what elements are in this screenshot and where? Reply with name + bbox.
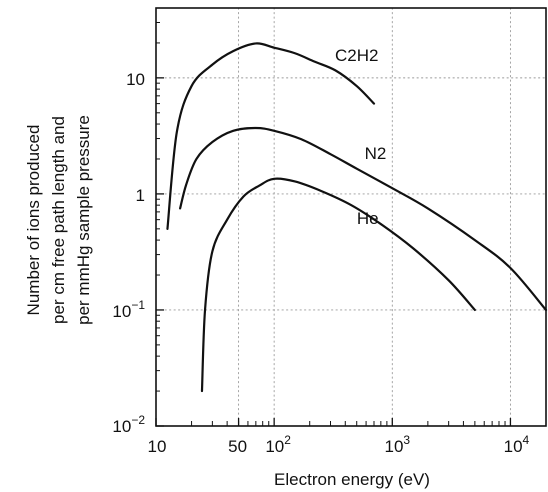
curve-layer <box>166 42 548 393</box>
series-line-he <box>200 177 476 393</box>
y-tick-label-1: 10−1 <box>112 298 145 321</box>
x-tick-label-0: 10 <box>148 437 167 456</box>
y-axis-label-group: Number of ions produced per cm free path … <box>24 115 93 325</box>
x-tick-label-3: 103 <box>384 433 410 456</box>
label-layer: 10 50 102 103 104 10−2 10−1 1 10 C2H2 N2 He Electron… <box>24 46 530 489</box>
y-tick-label-3: 10 <box>126 70 145 89</box>
series-label-c2h2: C2H2 <box>335 46 378 65</box>
x-axis-label: Electron energy (eV) <box>274 470 430 489</box>
grid-layer <box>155 7 547 427</box>
series-label-he: He <box>357 209 379 228</box>
series-line-n2 <box>179 126 548 312</box>
x-tick-label-1: 50 <box>228 437 247 456</box>
series-label-n2: N2 <box>365 144 387 163</box>
x-tick-label-2: 102 <box>265 433 291 456</box>
series-line-c2h2 <box>166 42 376 230</box>
y-axis-label-line-1: Number of ions produced <box>24 125 43 316</box>
tick-layer <box>155 7 547 427</box>
y-axis-label-line-2: per cm free path length and <box>49 116 68 324</box>
y-axis-label-line-3: per mmHg sample pressure <box>74 115 93 325</box>
y-tick-label-0: 10−2 <box>112 413 145 436</box>
x-tick-label-4: 104 <box>504 433 530 456</box>
plot-frame <box>155 7 547 427</box>
y-tick-label-2: 1 <box>136 186 145 205</box>
